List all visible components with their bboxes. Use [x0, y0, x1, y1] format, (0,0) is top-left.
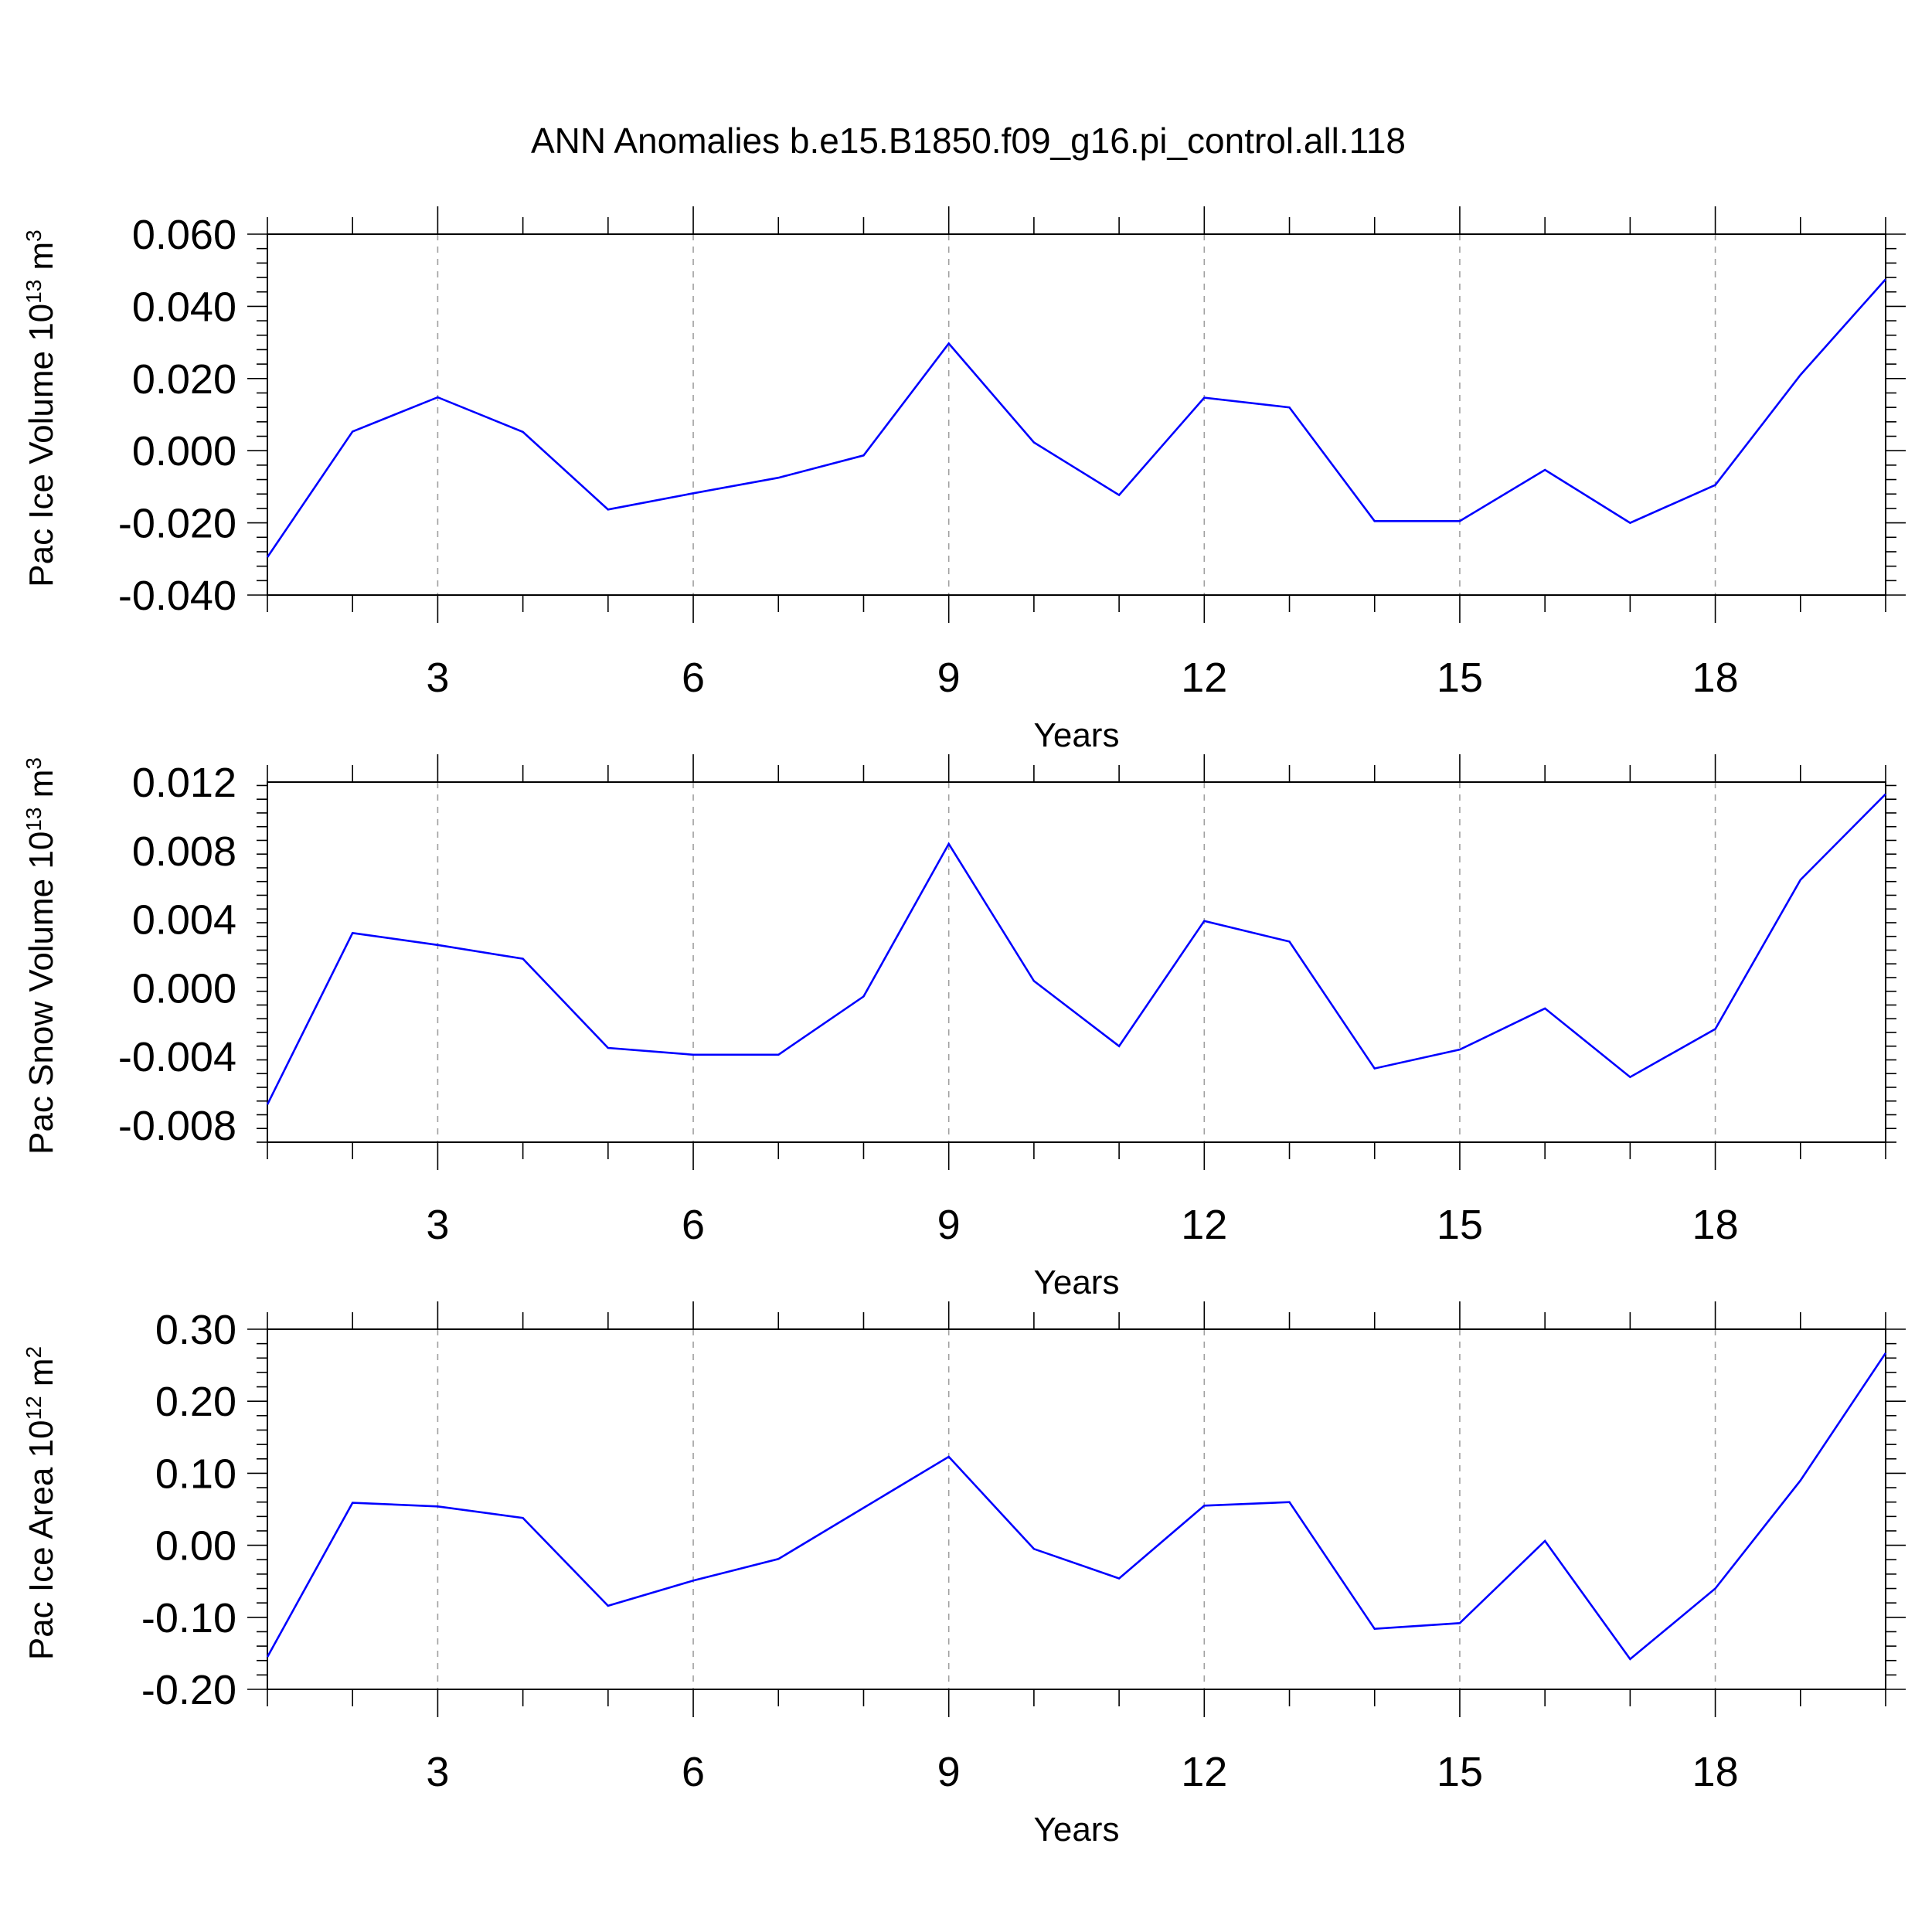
y-tick-label: 0.020	[132, 356, 236, 403]
x-tick-label: 18	[1692, 1749, 1739, 1795]
y-tick-label: -0.20	[141, 1667, 236, 1713]
y-label-text: Pac Snow Volume 10	[22, 832, 60, 1155]
x-tick-label: 9	[937, 655, 961, 701]
plot-frame	[267, 233, 1886, 596]
y-tick-label: 0.040	[132, 284, 236, 330]
series-line	[266, 278, 1886, 558]
y-label-exp: 13	[22, 808, 46, 832]
x-tick-label: 18	[1692, 655, 1739, 701]
y-tick-label: 0.008	[132, 828, 236, 875]
y-label-unit: m	[22, 242, 60, 280]
chart-panel-3: -0.20 -0.10 0.00 0.10 0.20 0.30 3 6 9 12 15 18 Years…	[22, 1301, 1906, 1849]
x-axis-label: Years	[1034, 716, 1120, 754]
figure-title: ANN Anomalies b.e15.B1850.f09_g16.pi_con…	[531, 121, 1406, 161]
x-tick-label: 6	[682, 1749, 705, 1795]
y-tick-label: 0.000	[132, 965, 236, 1012]
x-tick-label: 15	[1437, 655, 1483, 701]
y-label-unit-exp: 3	[22, 230, 46, 242]
y-tick-label: 0.30	[155, 1307, 236, 1353]
y-tick-label: 0.00	[155, 1523, 236, 1570]
y-tick-label: 0.10	[155, 1451, 236, 1497]
x-tick-label: 3	[426, 1202, 449, 1248]
y-tick-label: -0.008	[118, 1103, 236, 1149]
y-label-exp: 13	[22, 280, 46, 304]
y-label-exp: 12	[22, 1396, 46, 1420]
x-tick-label: 12	[1181, 1202, 1227, 1248]
x-axis-label: Years	[1034, 1264, 1120, 1301]
x-tick-label: 12	[1181, 655, 1227, 701]
x-tick-label: 3	[426, 1749, 449, 1795]
y-label-text: Pac Ice Volume 10	[22, 304, 60, 587]
y-tick-label: 0.004	[132, 897, 236, 944]
y-tick-label: 0.20	[155, 1379, 236, 1425]
plot-frame	[267, 781, 1886, 1143]
chart-panel-1: -0.040 -0.020 0.000 0.020 0.040 0.060 3 6 9 12 15 1…	[22, 206, 1906, 754]
y-tick-label: -0.040	[118, 573, 236, 619]
y-label-unit-exp: 2	[22, 1346, 46, 1359]
y-tick-label: 0.060	[132, 212, 236, 258]
x-tick-label: 15	[1437, 1749, 1483, 1795]
y-axis-label: Pac Ice Volume 1013 m3	[22, 230, 61, 587]
y-tick-label: -0.020	[118, 501, 236, 547]
plot-frame	[267, 1328, 1886, 1690]
x-tick-label: 12	[1181, 1749, 1227, 1795]
y-tick-label: 0.000	[132, 428, 236, 474]
y-label-unit: m	[22, 770, 60, 808]
series-line	[266, 1352, 1887, 1661]
x-tick-label: 18	[1692, 1202, 1739, 1248]
y-tick-label: -0.10	[141, 1595, 236, 1641]
y-tick-label: -0.004	[118, 1034, 236, 1080]
x-tick-label: 6	[682, 655, 705, 701]
x-tick-label: 9	[937, 1202, 961, 1248]
y-tick-label: 0.012	[132, 760, 236, 806]
chart-panel-2: -0.008 -0.004 0.000 0.004 0.008 0.012 3 6 9 12 15 1…	[22, 754, 1896, 1301]
y-axis-label: Pac Ice Area 1012 m2	[22, 1346, 61, 1660]
y-label-text: Pac Ice Area 10	[22, 1420, 60, 1660]
y-label-unit-exp: 3	[22, 757, 46, 770]
y-label-unit: m	[22, 1358, 60, 1396]
series-line	[266, 793, 1886, 1105]
x-tick-label: 15	[1437, 1202, 1483, 1248]
x-tick-label: 9	[937, 1749, 961, 1795]
x-axis-label: Years	[1034, 1811, 1120, 1849]
x-tick-label: 6	[682, 1202, 705, 1248]
x-tick-label: 3	[426, 655, 449, 701]
y-axis-label: Pac Snow Volume 1013 m3	[22, 757, 61, 1155]
